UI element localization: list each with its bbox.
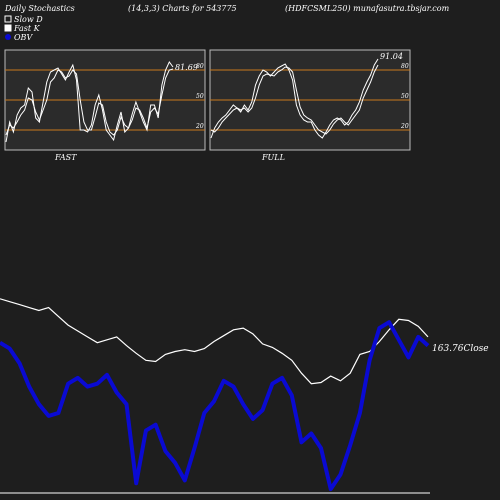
full-stochastic-panel: 20 50 80 91.04 FULL — [209, 49, 411, 162]
legend-obv-label: OBV — [14, 33, 33, 42]
fast-fast-k-line — [5, 61, 174, 143]
legend-obv-swatch — [5, 34, 11, 40]
close-value-label: 163.76Close — [432, 344, 489, 354]
fast-panel-label: FAST — [54, 153, 77, 162]
full-slow-d-line — [210, 64, 379, 135]
legend: Slow D Fast K OBV — [4, 15, 43, 42]
full-ytick-80: 80 — [401, 63, 409, 70]
fast-ytick-50: 50 — [196, 93, 204, 100]
full-ytick-50: 50 — [401, 93, 409, 100]
full-last-value: 91.04 — [380, 52, 403, 61]
fast-last-value: 81.69 — [175, 63, 198, 72]
close-price-line — [0, 298, 429, 385]
header-center: (14,3,3) Charts for 543775 — [128, 4, 237, 13]
fast-stochastic-panel: 20 50 80 81.69 FAST — [4, 49, 206, 162]
legend-fast-k-swatch — [4, 24, 12, 32]
full-ytick-20: 20 — [400, 123, 409, 130]
legend-slow-d-swatch — [4, 15, 12, 23]
full-fast-k-line — [210, 58, 379, 139]
header-left: Daily Stochastics — [4, 4, 75, 13]
obv-close-panel: 163.76Close — [0, 298, 489, 494]
full-panel-label: FULL — [261, 153, 285, 162]
header-right: (HDFCSML250) munafasutra.tbsjar.com — [285, 4, 450, 13]
obv-line — [0, 320, 430, 492]
fast-ytick-80: 80 — [196, 63, 204, 70]
legend-fast-k-label: Fast K — [13, 24, 41, 33]
fast-ytick-20: 20 — [195, 123, 204, 130]
legend-slow-d-label: Slow D — [14, 15, 43, 24]
